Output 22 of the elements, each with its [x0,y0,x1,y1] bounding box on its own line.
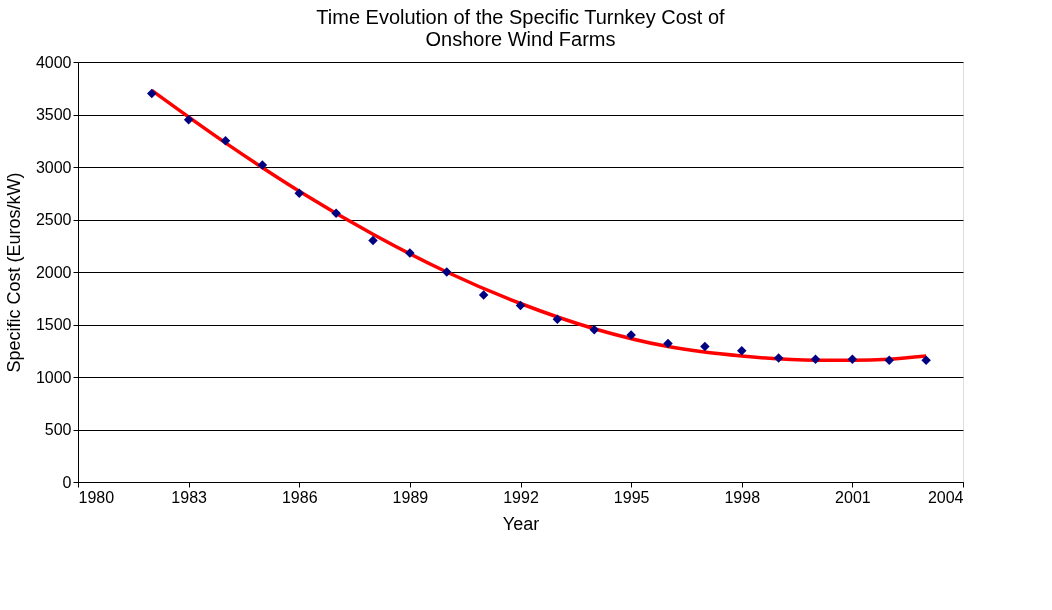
y-tick-label: 3000 [35,158,72,176]
x-tick-label: 1995 [613,488,650,506]
y-tick-label: 4000 [35,53,72,71]
x-tick-label: 1986 [281,488,318,506]
x-tick-label: 1992 [503,488,539,506]
x-tick-label: 1998 [724,488,761,506]
x-axis-title: Year [502,513,540,534]
y-tick-label: 2500 [35,211,72,228]
x-tick-label: 2004 [927,488,964,506]
text: Time Evolution of the Specific Turnkey Cost of [316,6,725,28]
y-tick-label: 3500 [35,106,72,123]
x-tick-label: 1983 [171,488,208,506]
x-tick-label: 1980 [78,488,115,506]
x-tick-label: 2001 [835,488,871,506]
y-tick-label: 1500 [35,316,72,333]
y-tick-label: 0 [62,473,72,491]
y-tick-label: 500 [44,421,72,438]
y-tick-label: 1000 [35,368,72,386]
x-tick-label: 1989 [392,488,429,506]
y-axis-title: Specific Cost (Euros/kW) [3,172,24,373]
text: Onshore Wind Farms [425,28,616,50]
y-tick-label: 2000 [35,263,72,281]
